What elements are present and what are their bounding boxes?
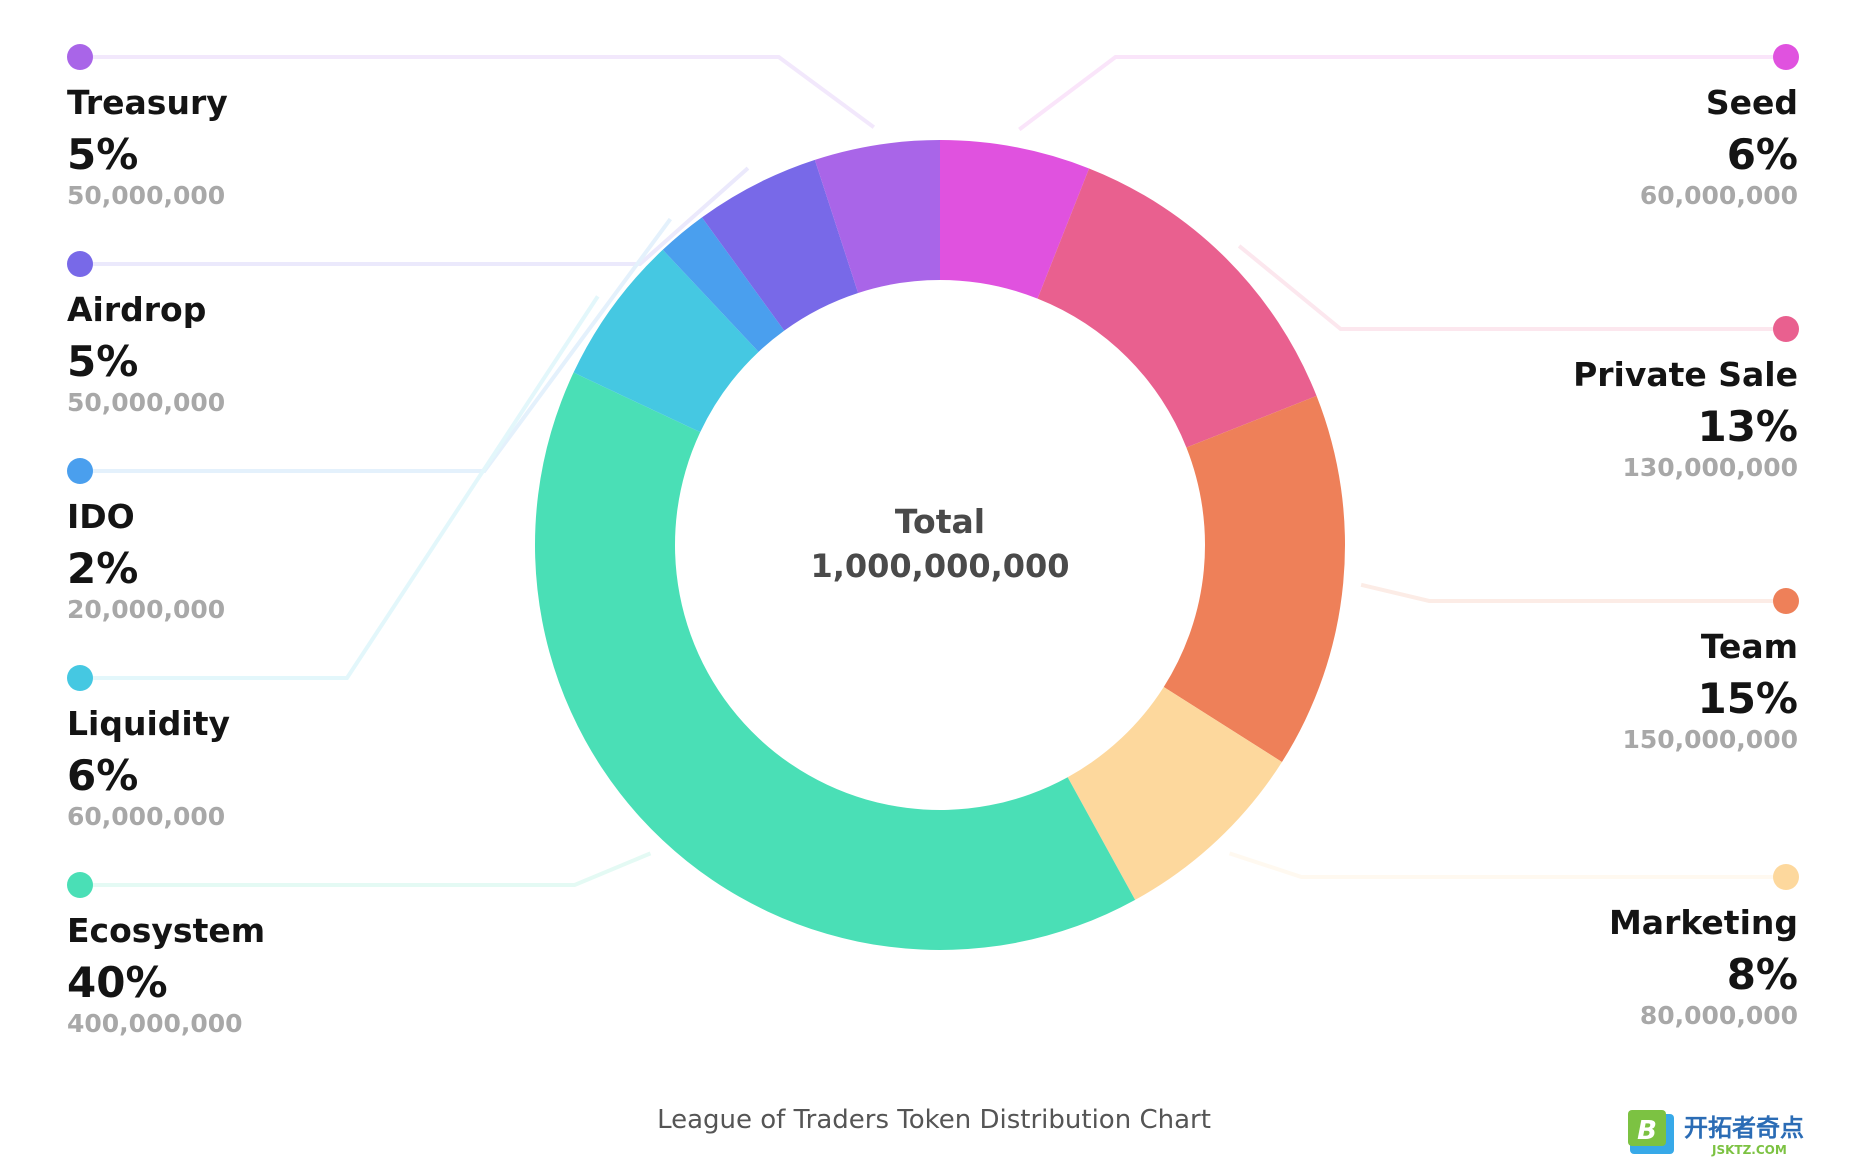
leader-lines — [80, 55, 1786, 887]
slice-ido — [662, 217, 785, 352]
legend-amount-private-sale: 130,000,000 — [1622, 453, 1798, 482]
leader-line-marketing — [1228, 851, 1786, 879]
legend: Treasury5%50,000,000Airdrop5%50,000,000I… — [67, 44, 1799, 1038]
legend-dot-seed — [1773, 44, 1799, 70]
legend-name-seed: Seed — [1706, 83, 1798, 122]
slice-treasury — [814, 140, 940, 293]
legend-name-treasury: Treasury — [67, 83, 228, 122]
leader-line-liquidity — [80, 295, 600, 680]
leader-line-seed — [1018, 55, 1786, 132]
leader-line-airdrop — [80, 166, 750, 266]
legend-dot-treasury — [67, 44, 93, 70]
legend-amount-ecosystem: 400,000,000 — [67, 1009, 243, 1038]
legend-amount-marketing: 80,000,000 — [1640, 1001, 1798, 1030]
legend-amount-treasury: 50,000,000 — [67, 181, 225, 210]
legend-dot-ido — [67, 458, 93, 484]
donut-slices — [534, 140, 1345, 951]
legend-name-team: Team — [1701, 627, 1798, 666]
legend-percent-seed: 6% — [1727, 130, 1798, 179]
watermark-sub: JSKTZ.COM — [1711, 1143, 1787, 1157]
legend-percent-ido: 2% — [67, 544, 138, 593]
leader-line-ecosystem — [80, 851, 652, 887]
legend-percent-airdrop: 5% — [67, 337, 138, 386]
leader-line-private-sale — [1237, 244, 1786, 331]
legend-name-ido: IDO — [67, 497, 135, 536]
center-title: Total — [895, 502, 985, 541]
legend-percent-liquidity: 6% — [67, 751, 138, 800]
legend-amount-seed: 60,000,000 — [1640, 181, 1798, 210]
logo-green-block — [1628, 1110, 1666, 1146]
slice-team — [1163, 395, 1345, 763]
legend-dot-marketing — [1773, 864, 1799, 890]
slice-liquidity — [573, 249, 759, 433]
legend-percent-marketing: 8% — [1727, 950, 1798, 999]
svg-text:B: B — [1637, 1116, 1657, 1146]
slice-marketing — [1067, 686, 1282, 900]
watermark-text: 开拓者奇点 — [1684, 1114, 1804, 1142]
legend-name-private-sale: Private Sale — [1573, 355, 1798, 394]
legend-dot-liquidity — [67, 665, 93, 691]
legend-name-ecosystem: Ecosystem — [67, 911, 265, 950]
legend-percent-treasury: 5% — [67, 130, 138, 179]
leader-line-team — [1360, 582, 1786, 603]
legend-name-airdrop: Airdrop — [67, 290, 206, 329]
slice-private-sale — [1037, 168, 1317, 448]
legend-percent-ecosystem: 40% — [67, 958, 168, 1007]
legend-amount-ido: 20,000,000 — [67, 595, 225, 624]
legend-dot-airdrop — [67, 251, 93, 277]
legend-amount-team: 150,000,000 — [1622, 725, 1798, 754]
chart-caption: League of Traders Token Distribution Cha… — [657, 1105, 1211, 1135]
legend-dot-team — [1773, 588, 1799, 614]
legend-name-liquidity: Liquidity — [67, 704, 230, 743]
legend-dot-private-sale — [1773, 316, 1799, 342]
legend-amount-liquidity: 60,000,000 — [67, 802, 225, 831]
watermark-logo: B 开拓者奇点 JSKTZ.COM — [1628, 1108, 1864, 1164]
legend-dot-ecosystem — [67, 872, 93, 898]
center-total: 1,000,000,000 — [810, 547, 1069, 585]
legend-percent-private-sale: 13% — [1697, 402, 1798, 451]
leader-line-treasury — [80, 55, 876, 129]
legend-name-marketing: Marketing — [1609, 903, 1798, 942]
slice-seed — [940, 140, 1090, 299]
legend-amount-airdrop: 50,000,000 — [67, 388, 225, 417]
slice-ecosystem — [534, 372, 1136, 951]
slice-airdrop — [701, 159, 859, 331]
legend-percent-team: 15% — [1697, 674, 1798, 723]
